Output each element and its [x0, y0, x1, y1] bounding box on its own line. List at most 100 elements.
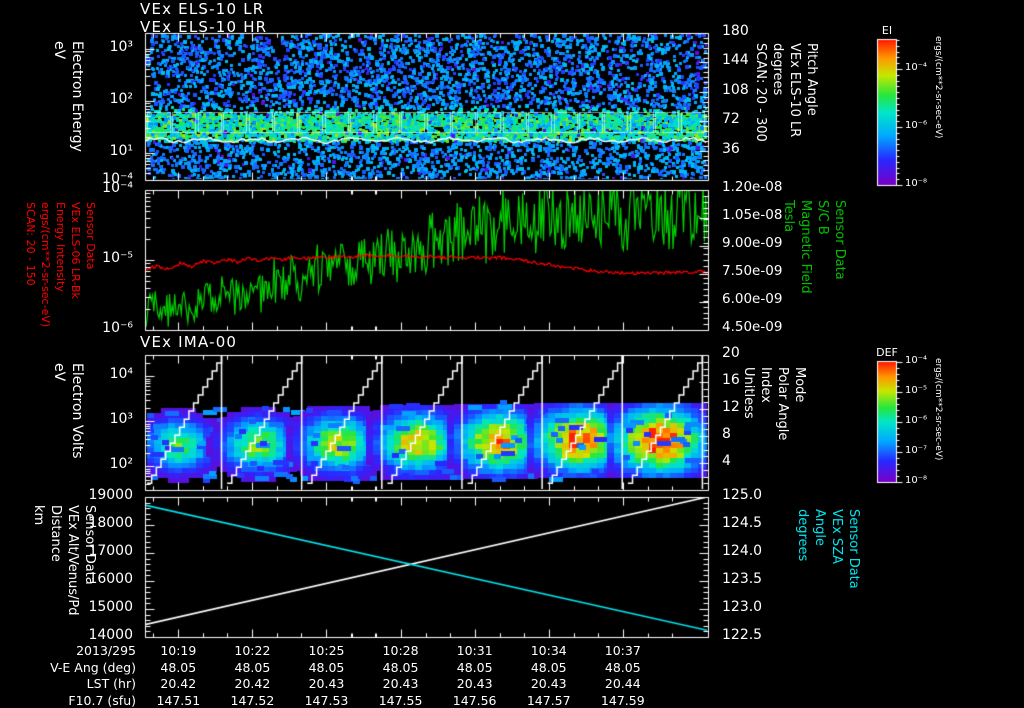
footer-value-0-2: 10:25	[308, 643, 345, 658]
panel0-right-tick-3: 72	[722, 111, 740, 128]
panel1-right-tick-1: 1.05e-08	[722, 207, 783, 223]
panel0-left-tick-0: 10³	[109, 38, 133, 55]
panel3-right-tick-5: 122.5	[722, 627, 763, 643]
panel1-left-tick-2: 10⁻⁶	[102, 320, 133, 336]
panel1-left-title-line-1: VEx ELS-06 LR-Bk	[69, 202, 82, 299]
colorbar-ei-tick-0: 10⁻⁴	[905, 62, 928, 73]
panel1-left-title-line-2: Energy Intensity	[54, 202, 67, 292]
panel3-right-tick-2: 124.0	[722, 543, 763, 559]
panel3-right-title-line-0: Sensor Data	[846, 509, 861, 589]
panel2-right-tick-1: 16	[722, 372, 740, 388]
panel2-right-title-line-1: Polar Angle	[775, 367, 790, 441]
panel0-left-tick-1: 10²	[109, 90, 133, 107]
colorbar-ei-unit: ergs/(cm**2-sr-sec-eV)	[933, 36, 943, 139]
colorbar-ei-title: EI	[881, 24, 893, 37]
footer-value-1-0: 48.05	[160, 659, 197, 675]
colorbar-def-tick-4: 10⁻⁸	[905, 475, 928, 486]
footer-value-0-5: 10:34	[530, 643, 567, 658]
footer-value-3-1: 147.52	[230, 692, 275, 708]
footer-value-2-6: 20.44	[604, 676, 641, 691]
panel0-title-0: VEx ELS-10 LR	[140, 0, 265, 18]
footer-value-1-6: 48.05	[604, 659, 641, 675]
panel0-right-tick-2: 108	[722, 81, 749, 98]
footer-value-1-4: 48.05	[456, 659, 493, 675]
panel3-right-title-line-2: Angle	[812, 509, 827, 546]
panel3-right-tick-0: 125.0	[722, 487, 763, 503]
footer-value-3-6: 147.59	[600, 692, 645, 708]
panel3-left-title-line-0: Sensor Data	[82, 505, 97, 585]
panel0-title-1: VEx ELS-10 HR	[140, 18, 268, 36]
panel3-right-title-line-3: degrees	[795, 509, 810, 562]
panel2-left-title-line-1: eV	[51, 363, 67, 382]
colorbar-ei-tick-1: 10⁻⁶	[905, 120, 928, 131]
panel1-right-title-line-0: Sensor Data	[832, 200, 847, 280]
panel2-left-tick-0: 10⁴	[109, 366, 133, 383]
panel1-left-title-line-4: SCAN: 20 - 150	[24, 202, 37, 286]
footer-label-3: F10.7 (sfu)	[68, 692, 136, 708]
footer-value-2-0: 20.42	[160, 676, 197, 691]
panel3-left-title-line-3: km	[31, 505, 46, 526]
footer-label-0: 2013/295	[76, 643, 136, 658]
footer-label-1: V-E Ang (deg)	[50, 659, 136, 675]
footer-value-2-1: 20.42	[234, 676, 271, 691]
panel3-left-tick-5: 14000	[88, 627, 133, 643]
panel2-right-tick-3: 8	[722, 426, 731, 442]
footer-value-1-1: 48.05	[234, 659, 271, 675]
footer-value-3-3: 147.55	[378, 692, 423, 708]
colorbar-def-tick-1: 10⁻⁵	[905, 385, 928, 396]
footer-value-2-4: 20.43	[456, 676, 493, 691]
footer-value-3-5: 147.57	[526, 692, 571, 708]
footer-value-0-3: 10:28	[382, 643, 419, 658]
footer-value-3-4: 147.56	[452, 692, 497, 708]
panel2-left-title-line-0: Electron Volts	[69, 363, 85, 459]
panel1-right-tick-5: 4.50e-09	[722, 319, 783, 335]
footer-value-2-3: 20.43	[382, 676, 419, 691]
panel3-right-tick-1: 124.5	[722, 515, 763, 531]
panel2-right-title-line-3: Unitless	[741, 367, 756, 419]
panel1-right-tick-0: 1.20e-08	[722, 179, 783, 195]
colorbar-def-title: DEF	[876, 346, 898, 359]
panel0-right-title-line-3: SCAN: 20 - 300	[753, 43, 768, 142]
panel1-left-title-line-0: Sensor Data	[84, 202, 97, 270]
footer-value-3-2: 147.53	[304, 692, 349, 708]
panel1-right-title-line-2: Magnetic Field	[798, 200, 813, 294]
footer-value-1-2: 48.05	[308, 659, 345, 675]
panel1-right-tick-2: 9.00e-09	[722, 235, 783, 251]
colorbar-def-tick-3: 10⁻⁷	[905, 445, 928, 456]
panel0-right-title-line-0: Pitch Angle	[804, 43, 819, 116]
panel1-right-tick-3: 7.50e-09	[722, 263, 783, 279]
panel2-right-tick-0: 20	[722, 345, 740, 361]
footer-value-3-0: 147.51	[156, 692, 201, 708]
panel2-left-tick-2: 10²	[109, 456, 133, 473]
panel3-left-tick-4: 15000	[88, 599, 133, 615]
panel1-right-title-line-3: Tesla	[781, 200, 796, 233]
panel0-left-tick-2: 10¹	[109, 142, 133, 159]
footer-value-1-5: 48.05	[530, 659, 567, 675]
panel2-right-title-line-0: Mode	[792, 367, 807, 403]
panel3-left-tick-2: 17000	[88, 543, 133, 559]
panel2-right-title-line-2: Index	[758, 367, 773, 403]
panel3-right-tick-3: 123.5	[722, 571, 763, 587]
panel2-left-tick-1: 10³	[109, 411, 133, 428]
panel3-right-tick-4: 123.0	[722, 599, 763, 615]
panel3-left-title-line-2: Distance	[48, 505, 63, 562]
footer-value-0-4: 10:31	[456, 643, 493, 658]
panel3-left-tick-1: 18000	[88, 515, 133, 531]
panel0-right-tick-0: 180	[722, 23, 749, 39]
panel1-left-tick-1: 10⁻⁵	[102, 250, 133, 266]
panel0-left-title-line-1: eV	[51, 41, 67, 60]
panel0-right-tick-1: 144	[722, 52, 749, 69]
panel2-right-tick-2: 12	[722, 399, 740, 415]
footer-value-0-0: 10:19	[160, 643, 197, 658]
panel0-right-title-line-2: degrees	[770, 43, 785, 96]
panel3-left-tick-0: 19000	[88, 487, 133, 503]
panel3-left-tick-3: 16000	[88, 571, 133, 587]
footer-value-2-2: 20.43	[308, 676, 345, 691]
colorbar-def-unit: ergs/(cm**2-sr-sec-eV)	[933, 358, 943, 461]
colorbar-def-tick-0: 10⁻⁴	[905, 355, 928, 366]
colorbar-ei-tick-2: 10⁻⁸	[905, 178, 928, 189]
footer-value-2-5: 20.43	[530, 676, 567, 691]
panel0-left-title-line-0: Electron Energy	[69, 41, 85, 152]
